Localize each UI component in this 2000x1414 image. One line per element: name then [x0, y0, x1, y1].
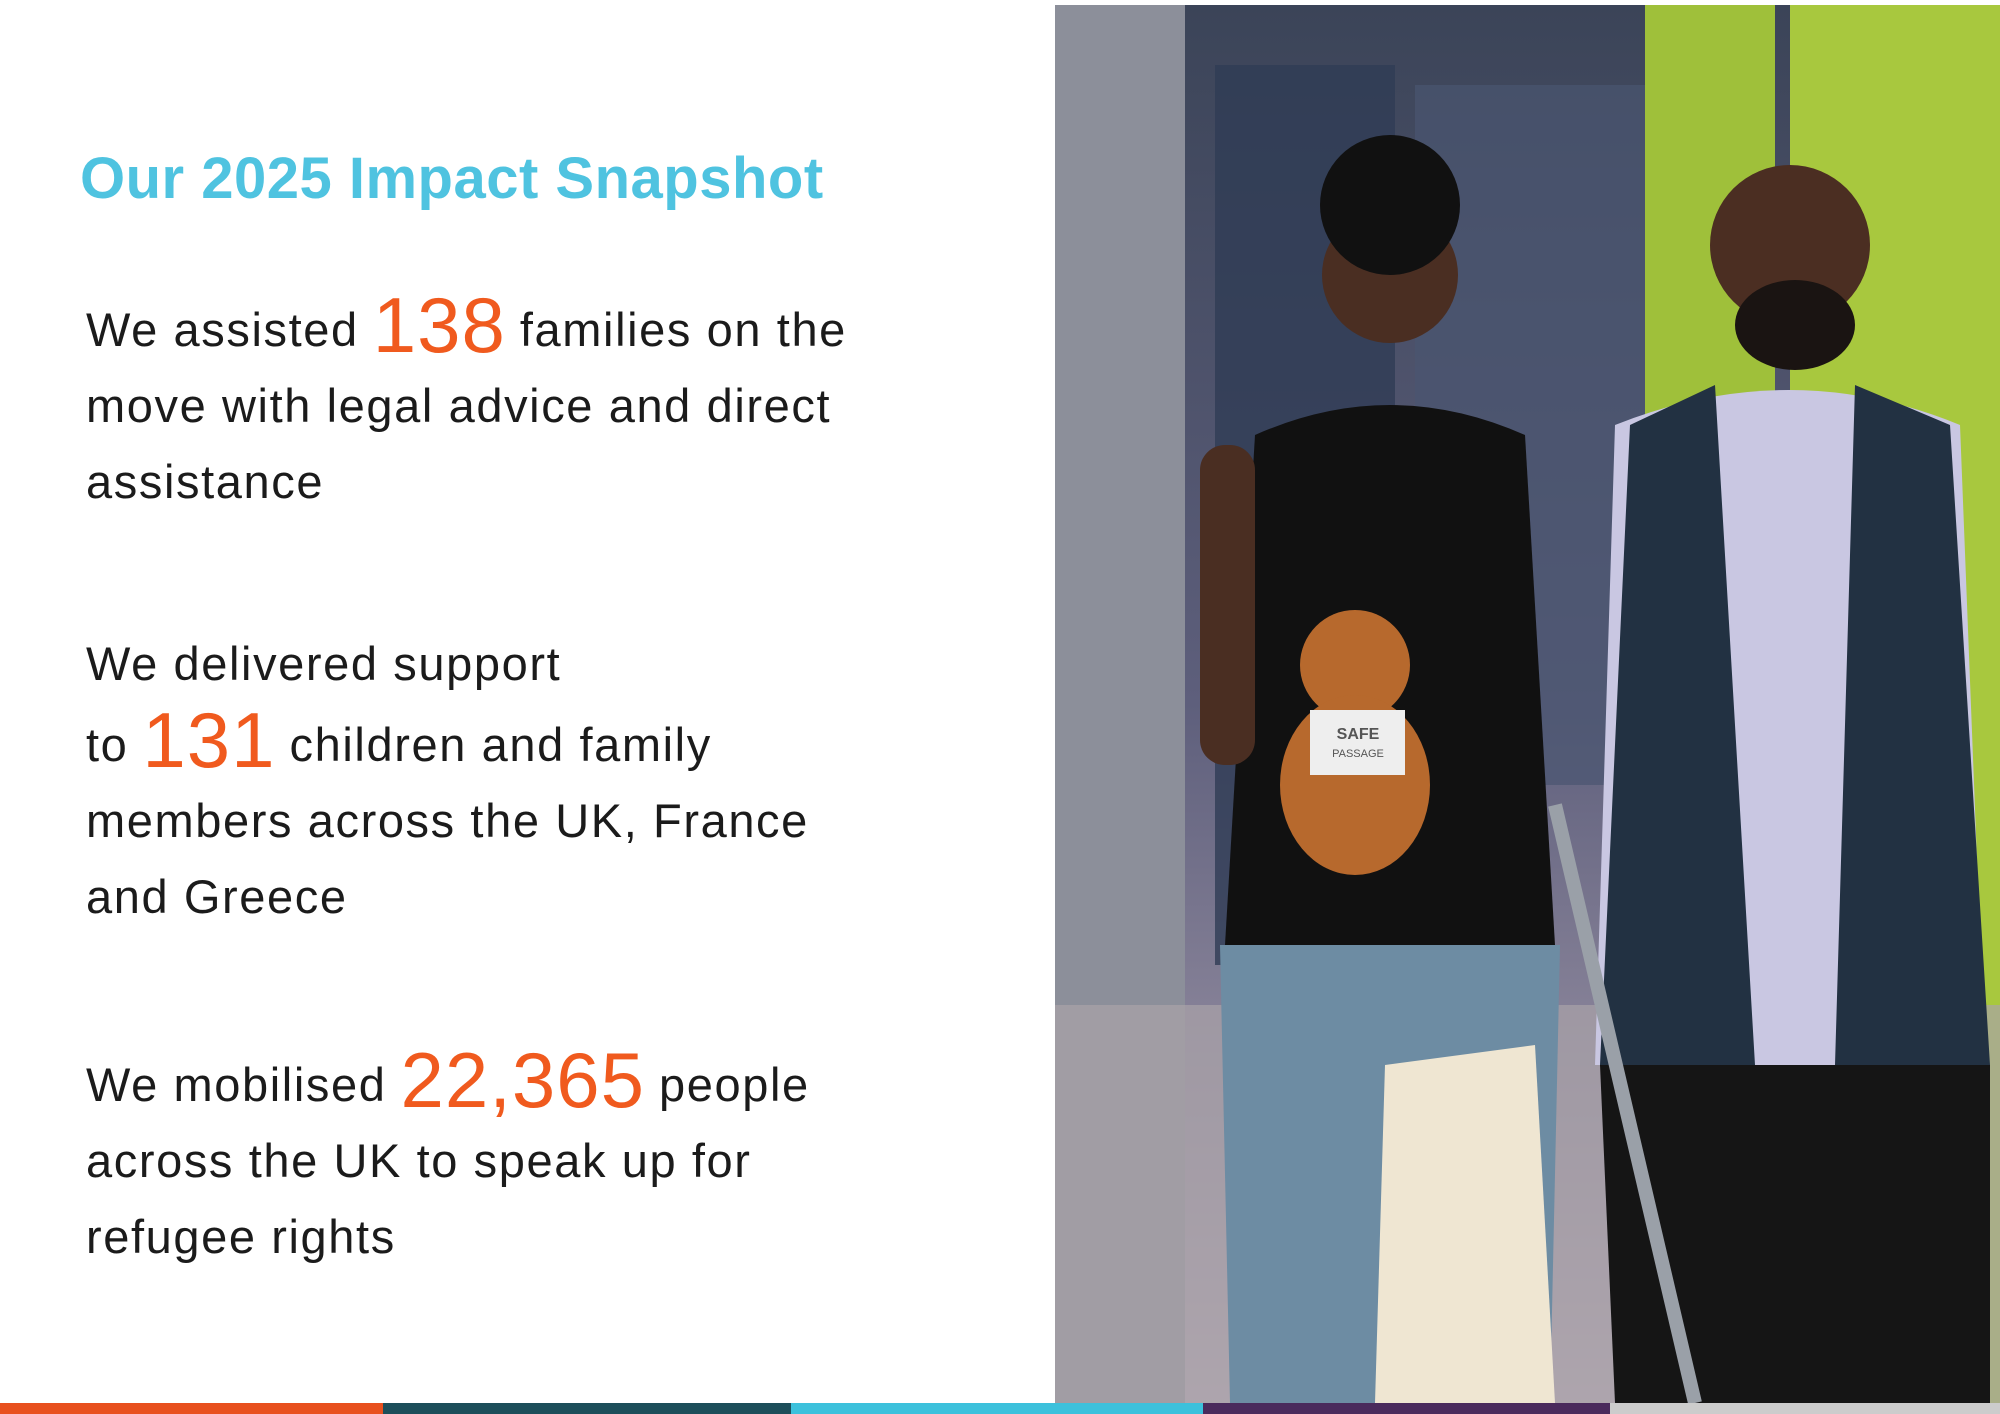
photo: SAFE PASSAGE: [1055, 5, 2000, 1403]
stat-number: 138: [372, 281, 506, 369]
stat-number: 131: [142, 696, 276, 784]
bar-segment: [0, 1403, 383, 1414]
stat: We assisted 138 families on the move with …: [86, 286, 906, 520]
shirt-text: PASSAGE: [1332, 748, 1384, 760]
stat-text: We mobilised: [86, 1058, 387, 1111]
stat-text: people across the UK to speak up for ref…: [86, 1058, 810, 1263]
title: Our 2025 Impact Snapshot: [80, 146, 824, 211]
bar-segment: [383, 1403, 791, 1414]
bar-segment: [1203, 1403, 1610, 1414]
stat-number: 22,365: [400, 1036, 646, 1124]
color-bar: [0, 1403, 2000, 1414]
bar-segment: [1610, 1403, 2000, 1414]
stat-text: We assisted: [86, 303, 359, 356]
bar-segment: [791, 1403, 1203, 1414]
stat-text: families on the move with legal advice a…: [86, 303, 847, 508]
shirt-text: SAFE: [1337, 726, 1380, 743]
stat: We mobilised 22,365 people across the UK t…: [86, 1041, 906, 1275]
stat-text: We delivered support to: [86, 637, 562, 771]
stat: We delivered support to 131 children and f…: [86, 626, 906, 935]
stat-text: children and family members across the U…: [86, 718, 809, 923]
